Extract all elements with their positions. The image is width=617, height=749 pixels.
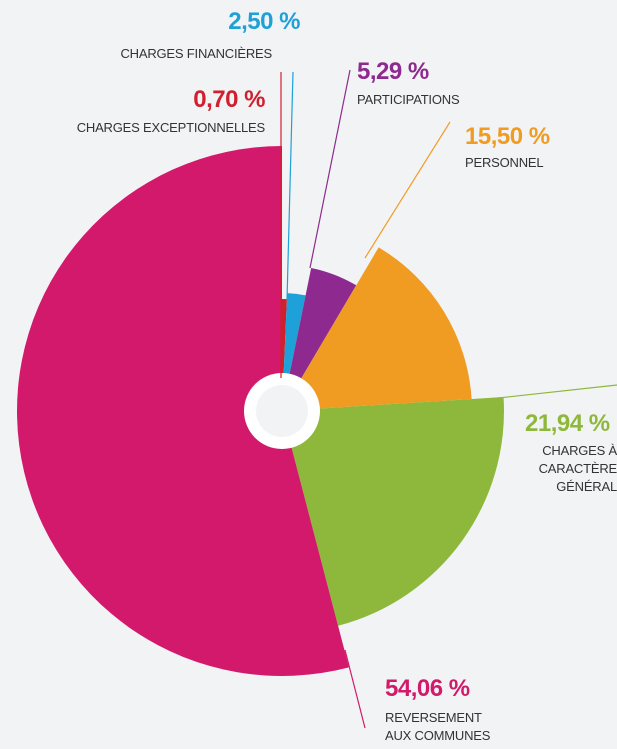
category-label: CHARGES EXCEPTIONNELLES: [76, 120, 265, 135]
value-label: 0,70 %: [193, 86, 265, 113]
pie-slice: [17, 146, 349, 676]
leader-line: [364, 121, 451, 259]
pie-slice: [282, 247, 472, 411]
value-label: 54,06 %: [385, 675, 470, 702]
category-label: PARTICIPATIONS: [357, 92, 460, 107]
value-label: 15,50 %: [465, 123, 550, 150]
pie-slice: [282, 267, 357, 411]
category-label: REVERSEMENT AUX COMMUNES: [385, 710, 491, 743]
value-label: 5,29 %: [357, 58, 429, 85]
leader-line: [286, 71, 294, 301]
category-label: CHARGES FINANCIÈRES: [120, 46, 272, 61]
hole: [256, 385, 308, 437]
value-label: 21,94 %: [525, 410, 610, 437]
pie-slice: [282, 396, 504, 626]
leader-line: [344, 649, 366, 729]
leader-line: [479, 384, 617, 401]
category-label: PERSONNEL: [465, 155, 544, 170]
value-label: 2,50 %: [228, 8, 300, 35]
category-label: CHARGES À CARACTÈRE GÉNÉRAL: [538, 443, 617, 494]
leader-line: [309, 69, 351, 269]
